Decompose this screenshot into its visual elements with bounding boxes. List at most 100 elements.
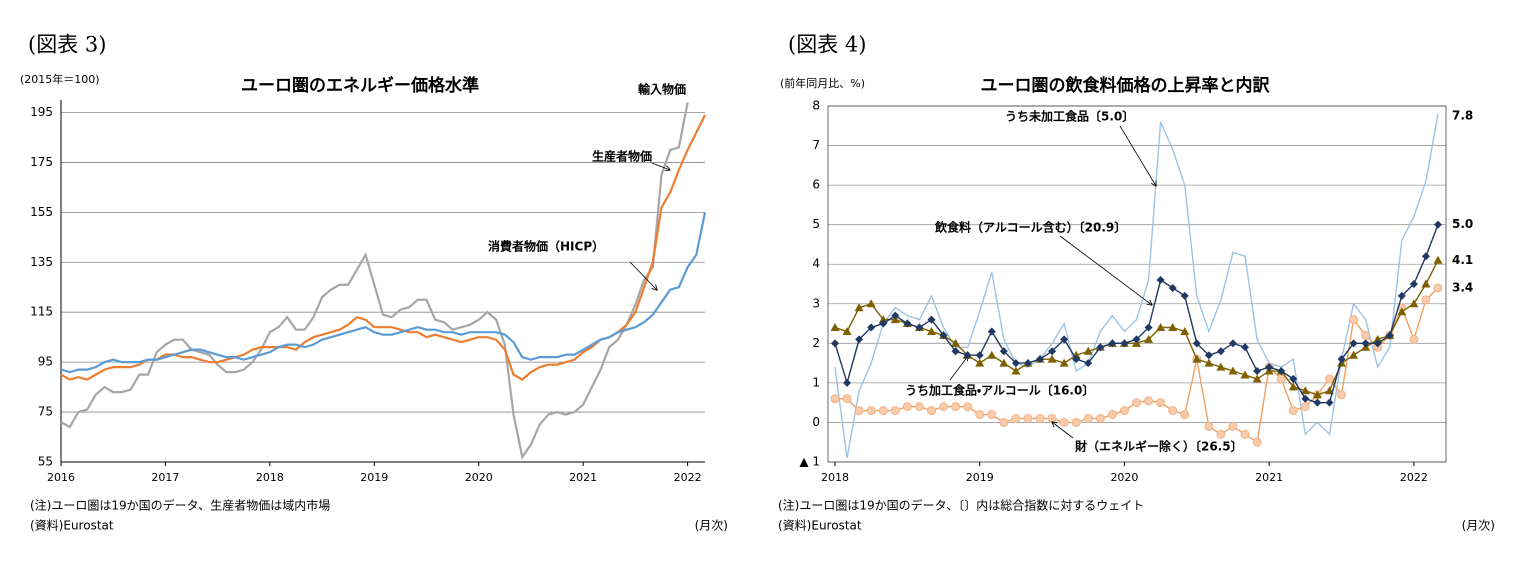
point [1047, 413, 1057, 423]
x-tick-label: 2017 [151, 471, 179, 484]
series-line [834, 224, 1439, 404]
point [878, 315, 888, 324]
series-label: うち未加工食品〔5.0〕 [1005, 109, 1134, 124]
point [1036, 355, 1045, 364]
point [1277, 367, 1286, 376]
point [1192, 339, 1201, 348]
point [926, 326, 936, 335]
point [1421, 279, 1431, 288]
series-label: 輸入物価 [638, 82, 686, 97]
point [1156, 276, 1165, 285]
chart-title: ユーロ圏のエネルギー価格水準 [241, 75, 479, 96]
point [1434, 220, 1442, 229]
y-tick-label: 3 [812, 296, 820, 310]
point [1059, 417, 1069, 427]
point [1035, 413, 1045, 423]
point [1216, 362, 1226, 371]
figure-label: (図表 4) [788, 33, 866, 57]
point [1156, 323, 1166, 332]
point [1433, 255, 1443, 264]
point [1228, 366, 1238, 375]
series-line [60, 212, 707, 374]
point [867, 323, 876, 332]
y-tick-label: 4 [812, 257, 820, 271]
point [1168, 283, 1177, 292]
y-tick-label: 155 [30, 205, 53, 219]
point [1023, 359, 1032, 368]
point [1301, 394, 1310, 403]
point [1204, 351, 1213, 360]
point [1409, 299, 1419, 308]
point [1011, 413, 1021, 423]
point [890, 406, 900, 416]
point [1361, 330, 1371, 340]
point [915, 323, 924, 332]
point [1083, 413, 1093, 423]
note: (注)ユーロ圏は19か国のデータ、〔〕内は総合指数に対するウェイト [778, 498, 1144, 513]
point [1409, 334, 1419, 344]
label-arrow [629, 261, 657, 290]
point [963, 402, 973, 412]
point [1095, 413, 1105, 423]
point [926, 406, 936, 416]
point [1168, 323, 1178, 332]
point [830, 394, 840, 404]
point [1156, 398, 1166, 408]
point [1373, 334, 1383, 343]
x-tick-label: 2020 [1110, 471, 1138, 484]
point [1337, 355, 1346, 364]
point [1168, 406, 1178, 416]
x-tick-label: 2019 [360, 471, 388, 484]
point [1252, 437, 1262, 447]
label-arrow [1059, 235, 1152, 305]
y-tick-label: 2 [812, 336, 820, 350]
y-axis-label: (2015年＝100) [20, 72, 100, 86]
point [1325, 398, 1334, 407]
point [878, 406, 888, 416]
point [1096, 343, 1105, 352]
plot-frame [827, 105, 1447, 463]
point [1180, 410, 1190, 420]
point [1397, 291, 1406, 300]
point [1265, 363, 1274, 372]
x-tick-label: 2021 [569, 471, 597, 484]
y-tick-label: 115 [30, 305, 53, 319]
point [1240, 429, 1250, 439]
series-line [834, 113, 1439, 459]
point [1192, 354, 1202, 363]
point [903, 319, 912, 328]
point [1313, 398, 1322, 407]
point [951, 338, 961, 347]
y-tick-label: ▲ 1 [799, 455, 820, 469]
series-line [835, 287, 1439, 444]
data-label: 5.0 [1452, 217, 1473, 231]
series-label: 財（エネルギー除く）〔26.5〕 [1074, 439, 1243, 454]
point [855, 335, 864, 344]
point [1180, 291, 1189, 300]
point [1023, 413, 1033, 423]
point [1216, 347, 1225, 356]
y-tick-label: 5 [812, 217, 820, 231]
point [975, 358, 985, 367]
point [1047, 354, 1057, 363]
point [830, 323, 840, 332]
point [999, 358, 1009, 367]
series-label: 消費者物価（HICP） [488, 239, 604, 254]
point [1228, 339, 1237, 348]
point [1361, 339, 1370, 348]
point [1300, 386, 1310, 395]
x-tick-label: 2018 [256, 471, 284, 484]
point [1409, 280, 1418, 288]
point [1228, 421, 1238, 431]
series-line [60, 102, 689, 460]
point [866, 299, 876, 308]
label-arrow [1052, 422, 1074, 439]
x-tick-label: 2021 [1255, 471, 1283, 484]
point [866, 406, 876, 416]
series-label: 生産者物価 [592, 149, 652, 164]
data-label: 3.4 [1452, 280, 1473, 294]
y-tick-label: 0 [812, 415, 820, 429]
x-tick-label: 2018 [821, 471, 849, 484]
point [1349, 339, 1358, 348]
point [914, 402, 924, 412]
